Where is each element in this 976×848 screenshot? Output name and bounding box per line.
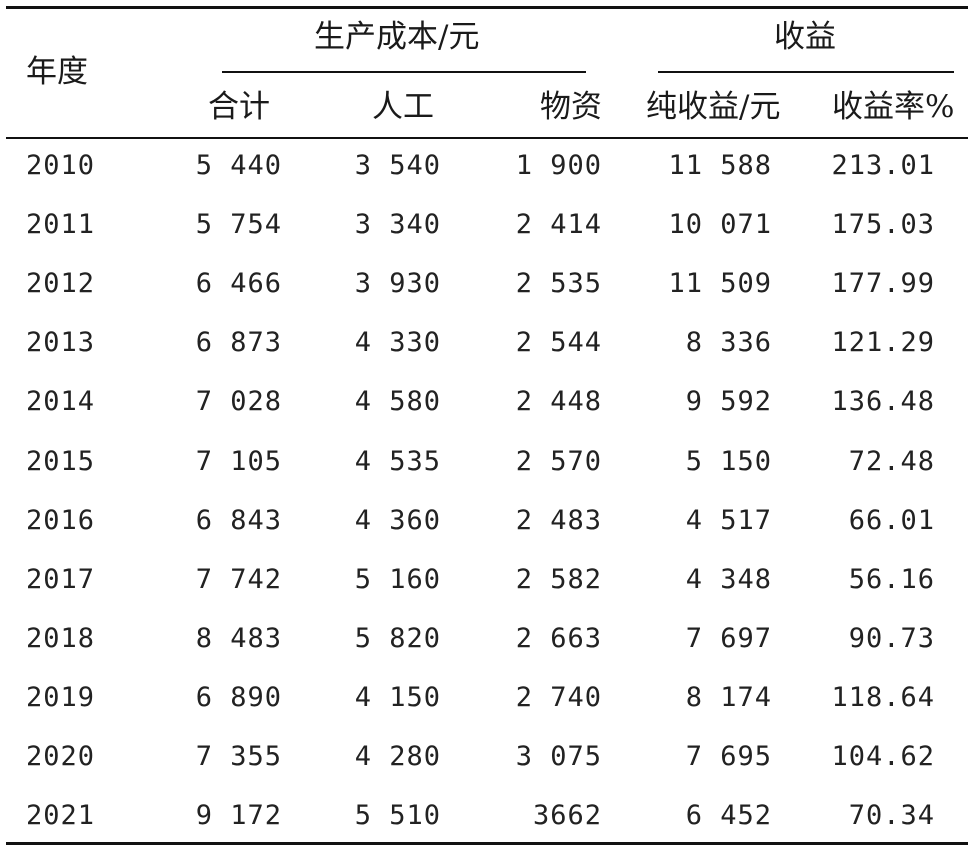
cell-net-benefit: 9 592: [685, 386, 772, 417]
cell-cost-total: 7 105: [195, 446, 282, 477]
cell-year: 2011: [26, 209, 96, 240]
cell-year: 2016: [26, 505, 96, 536]
cell-cost-material: 2 544: [515, 327, 602, 358]
cell-year: 2012: [26, 268, 96, 299]
cell-net-benefit: 11 588: [668, 150, 772, 181]
cell-cost-material: 3 075: [515, 741, 602, 772]
cell-benefit-rate: 118.64: [831, 682, 935, 713]
cell-cost-total: 6 843: [195, 505, 282, 536]
cell-year: 2010: [26, 150, 96, 181]
cell-year: 2021: [26, 800, 96, 831]
cell-net-benefit: 10 071: [668, 209, 772, 240]
cell-benefit-rate: 175.03: [831, 209, 935, 240]
cell-benefit-rate: 66.01: [848, 505, 935, 536]
cell-cost-labor: 4 535: [354, 446, 441, 477]
cell-cost-total: 9 172: [195, 800, 282, 831]
cell-benefit-rate: 56.16: [848, 564, 935, 595]
cell-net-benefit: 5 150: [685, 446, 772, 477]
header-benefit-rate: 收益率%: [832, 89, 955, 125]
cell-cost-labor: 4 330: [354, 327, 441, 358]
benefit-group-rule: [658, 71, 954, 73]
cell-year: 2018: [26, 623, 96, 654]
cell-cost-material: 2 740: [515, 682, 602, 713]
header-net-benefit: 纯收益/元: [646, 89, 781, 125]
cell-cost-labor: 5 820: [354, 623, 441, 654]
bottom-rule: [6, 842, 968, 845]
cell-year: 2014: [26, 386, 96, 417]
header-benefit-group: 收益: [774, 19, 836, 55]
header-cost-material: 物资: [540, 89, 602, 125]
cell-benefit-rate: 90.73: [848, 623, 935, 654]
cell-benefit-rate: 136.48: [831, 386, 935, 417]
cell-cost-material: 2 535: [515, 268, 602, 299]
cell-benefit-rate: 104.62: [831, 741, 935, 772]
cell-benefit-rate: 177.99: [831, 268, 935, 299]
cell-benefit-rate: 70.34: [848, 800, 935, 831]
cell-cost-total: 7 355: [195, 741, 282, 772]
cell-cost-labor: 4 150: [354, 682, 441, 713]
cell-net-benefit: 7 695: [685, 741, 772, 772]
cell-cost-total: 6 466: [195, 268, 282, 299]
header-year: 年度: [26, 54, 88, 90]
cell-year: 2015: [26, 446, 96, 477]
cell-cost-material: 1 900: [515, 150, 602, 181]
cell-cost-total: 6 890: [195, 682, 282, 713]
header-cost-labor: 人工: [372, 89, 434, 125]
cell-cost-labor: 3 340: [354, 209, 441, 240]
cell-benefit-rate: 72.48: [848, 446, 935, 477]
cell-net-benefit: 8 174: [685, 682, 772, 713]
cell-cost-labor: 4 360: [354, 505, 441, 536]
cell-net-benefit: 7 697: [685, 623, 772, 654]
cell-cost-labor: 4 580: [354, 386, 441, 417]
cost-group-rule: [222, 71, 586, 73]
cell-year: 2017: [26, 564, 96, 595]
cell-cost-labor: 3 930: [354, 268, 441, 299]
cell-net-benefit: 4 348: [685, 564, 772, 595]
cell-cost-material: 2 414: [515, 209, 602, 240]
cell-cost-total: 5 440: [195, 150, 282, 181]
cell-cost-material: 2 448: [515, 386, 602, 417]
cell-cost-total: 5 754: [195, 209, 282, 240]
cell-net-benefit: 6 452: [685, 800, 772, 831]
cell-cost-material: 2 570: [515, 446, 602, 477]
cell-cost-material: 3662: [532, 800, 602, 831]
cell-net-benefit: 8 336: [685, 327, 772, 358]
cell-cost-material: 2 663: [515, 623, 602, 654]
cell-net-benefit: 4 517: [685, 505, 772, 536]
cell-cost-labor: 5 160: [354, 564, 441, 595]
cell-net-benefit: 11 509: [668, 268, 772, 299]
header-cost-group: 生产成本/元: [314, 19, 480, 55]
cell-cost-total: 8 483: [195, 623, 282, 654]
cell-benefit-rate: 121.29: [831, 327, 935, 358]
top-rule: [6, 6, 968, 9]
cell-year: 2019: [26, 682, 96, 713]
cell-benefit-rate: 213.01: [831, 150, 935, 181]
cell-cost-total: 6 873: [195, 327, 282, 358]
cell-cost-total: 7 742: [195, 564, 282, 595]
cell-cost-material: 2 483: [515, 505, 602, 536]
cell-cost-labor: 5 510: [354, 800, 441, 831]
cell-cost-total: 7 028: [195, 386, 282, 417]
header-rule: [6, 137, 968, 139]
cell-year: 2020: [26, 741, 96, 772]
cell-year: 2013: [26, 327, 96, 358]
cell-cost-labor: 4 280: [354, 741, 441, 772]
header-cost-total: 合计: [208, 89, 270, 125]
cell-cost-material: 2 582: [515, 564, 602, 595]
cell-cost-labor: 3 540: [354, 150, 441, 181]
